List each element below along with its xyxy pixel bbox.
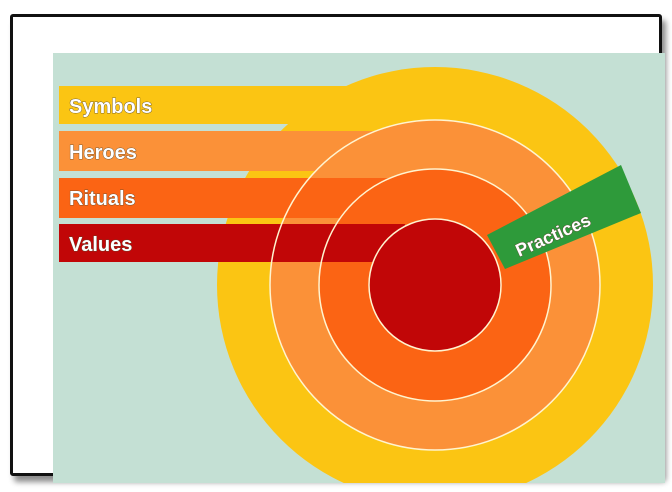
bar-symbols	[59, 86, 439, 124]
practices-wedge	[487, 165, 641, 269]
label-symbols: Symbols	[69, 96, 152, 118]
label-rituals: Rituals	[69, 188, 136, 210]
ring-separator	[368, 218, 502, 352]
diagram-frame: Practices Symbols Heroes Rituals Values	[10, 14, 665, 483]
ring-separator	[269, 119, 601, 451]
bar-heroes	[59, 131, 435, 171]
onion-diagram-panel: Practices Symbols Heroes Rituals Values	[53, 53, 665, 483]
ring-separator	[318, 168, 552, 402]
bar-values	[59, 224, 405, 262]
label-heroes: Heroes	[69, 142, 137, 164]
label-values: Values	[69, 234, 132, 256]
onion-diagram: Practices Symbols Heroes Rituals Values	[53, 53, 665, 483]
bar-rituals	[59, 178, 429, 218]
